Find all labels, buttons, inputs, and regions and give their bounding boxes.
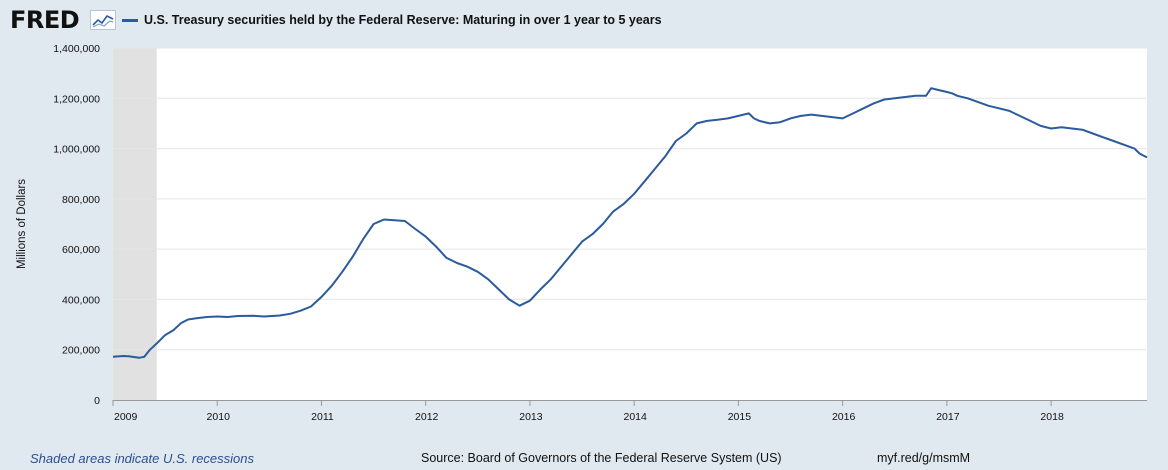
legend-swatch — [122, 18, 138, 22]
y-tick-label: 600,000 — [62, 244, 100, 256]
y-tick-label: 0 — [94, 395, 100, 407]
x-tick-label: 2011 — [311, 411, 334, 423]
y-tick-label: 400,000 — [62, 294, 100, 306]
y-tick-label: 200,000 — [62, 345, 100, 357]
x-tick-label: 2015 — [728, 411, 752, 423]
y-tick-label: 800,000 — [62, 194, 100, 206]
recession-layer — [113, 48, 157, 400]
x-tick-label: 2012 — [415, 411, 439, 423]
x-tick-label: 2016 — [832, 411, 856, 423]
y-tick-label: 1,200,000 — [53, 93, 100, 105]
x-tick-label: 2010 — [207, 411, 231, 423]
recession-band — [113, 48, 157, 400]
series-line — [112, 87, 1148, 359]
y-axis-label: Millions of Dollars — [16, 179, 28, 269]
chart-header: FRED U.S. Treasury securities held by th… — [0, 0, 1168, 40]
plot-area — [113, 48, 1147, 400]
fred-logo[interactable]: FRED — [10, 6, 80, 34]
legend-label: U.S. Treasury securities held by the Fed… — [144, 13, 662, 27]
source-text: Source: Board of Governors of the Federa… — [421, 451, 782, 465]
x-tick-label: 2017 — [936, 411, 960, 423]
x-tick-label: 2013 — [519, 411, 543, 423]
x-tick-label: 2009 — [114, 411, 138, 423]
x-tick-label: 2018 — [1040, 411, 1064, 423]
y-tick-label: 1,000,000 — [53, 144, 100, 156]
series-layer — [112, 87, 1148, 359]
axis-layer: 0 200,000 400,000 600,000 800,000 1,000,000 1,… — [53, 43, 1147, 423]
x-tick-label: 2014 — [623, 411, 647, 423]
line-chart-icon — [90, 10, 116, 30]
recession-note[interactable]: Shaded areas indicate U.S. recessions — [30, 451, 255, 466]
y-tick-label: 1,400,000 — [53, 43, 100, 55]
short-link[interactable]: myf.red/g/msmM — [877, 451, 971, 465]
chart-legend[interactable]: U.S. Treasury securities held by the Fed… — [122, 12, 662, 28]
